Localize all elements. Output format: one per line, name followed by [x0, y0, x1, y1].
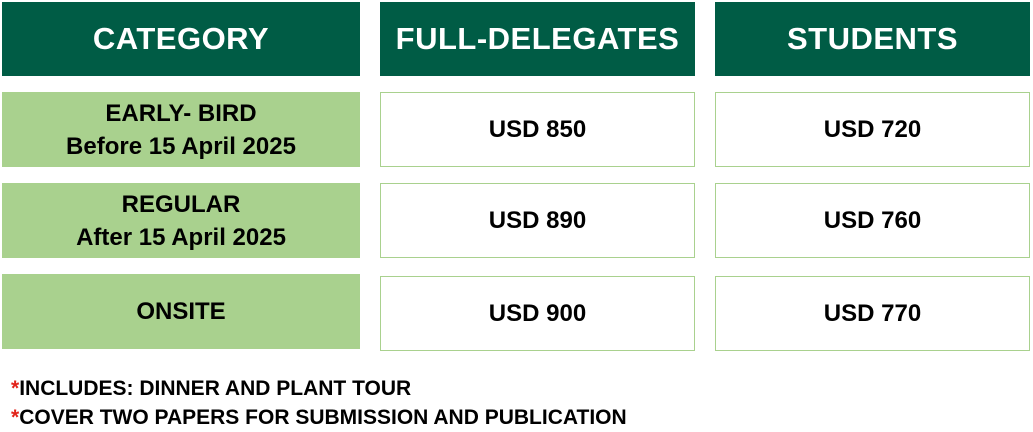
row-early-bird-category: EARLY- BIRD Before 15 April 2025 [2, 92, 360, 167]
category-title: REGULAR [121, 190, 241, 218]
price-value: USD 850 [488, 115, 587, 143]
header-full-delegates: FULL-DELEGATES [380, 2, 695, 76]
price-value: USD 770 [823, 299, 922, 327]
row-onsite-full-delegates: USD 900 [380, 276, 695, 351]
row-regular-category: REGULAR After 15 April 2025 [2, 183, 360, 258]
header-category-label: CATEGORY [92, 21, 270, 56]
header-students: STUDENTS [715, 2, 1030, 76]
category-date: After 15 April 2025 [76, 223, 286, 251]
asterisk-marker: * [11, 406, 20, 429]
price-value: USD 890 [488, 206, 587, 234]
footnote-item: *COVER TWO PAPERS FOR SUBMISSION AND PUB… [11, 403, 627, 432]
row-regular-full-delegates: USD 890 [380, 183, 695, 258]
footnote-item: *INCLUDES: DINNER AND PLANT TOUR [11, 374, 627, 403]
header-category: CATEGORY [2, 2, 360, 76]
footnote-text: COVER TWO PAPERS FOR SUBMISSION AND PUBL… [19, 406, 627, 429]
asterisk-marker: * [11, 377, 20, 400]
row-regular-students: USD 760 [715, 183, 1030, 258]
footnotes: *INCLUDES: DINNER AND PLANT TOUR *COVER … [11, 374, 627, 432]
price-value: USD 720 [823, 115, 922, 143]
price-value: USD 760 [823, 206, 922, 234]
footnote-text: INCLUDES: DINNER AND PLANT TOUR [19, 377, 412, 400]
category-title: ONSITE [136, 298, 226, 325]
header-students-label: STUDENTS [786, 21, 959, 56]
row-onsite-students: USD 770 [715, 276, 1030, 351]
price-value: USD 900 [488, 299, 587, 327]
row-onsite-category: ONSITE [2, 274, 360, 349]
category-title: EARLY- BIRD [105, 99, 257, 127]
row-early-bird-students: USD 720 [715, 92, 1030, 167]
row-early-bird-full-delegates: USD 850 [380, 92, 695, 167]
category-date: Before 15 April 2025 [66, 132, 296, 160]
header-full-delegates-label: FULL-DELEGATES [395, 21, 680, 56]
